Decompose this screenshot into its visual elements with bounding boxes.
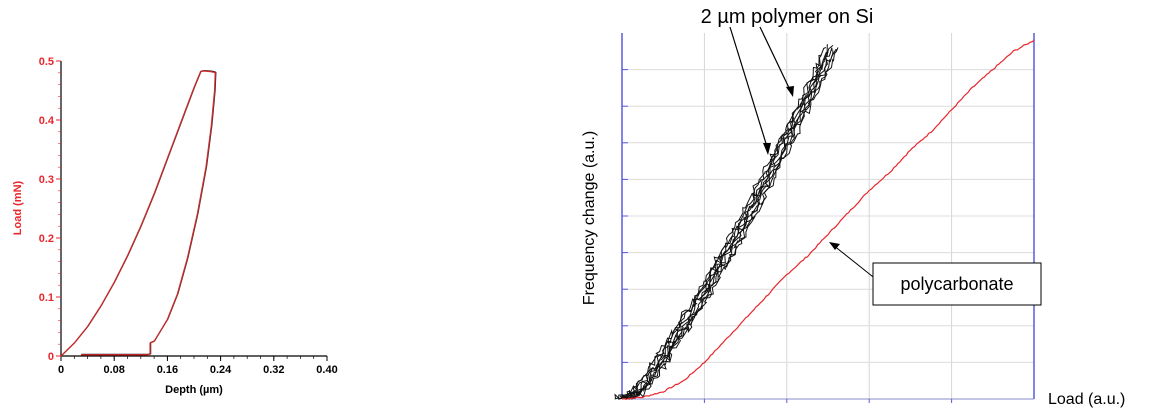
left-y-tick-label: 0.4 [39, 115, 55, 127]
polymer-on-si-curve [614, 54, 822, 400]
polymer-arrow-1 [729, 26, 769, 151]
left-y-tick-label: 0.3 [39, 174, 54, 186]
polymer-on-si-curve [627, 50, 834, 400]
left-x-tick-label: 0.24 [210, 364, 232, 376]
polycarbonate-arrowhead [829, 242, 840, 250]
left-curve-overlay [61, 69, 217, 356]
chart-left: 0 0.08 0.16 0.24 0.32 0.40 0 0.1 0.2 0.3 0.4 0.5 Lo… [12, 56, 338, 396]
polymer-arrowhead-1 [763, 143, 771, 155]
left-x-tick-label: 0.32 [263, 364, 284, 376]
left-x-tick-label: 0.08 [103, 364, 124, 376]
polycarbonate-label-box [872, 262, 1042, 306]
left-y-tick-label: 0 [48, 351, 54, 363]
chart-right: Frequency change (a.u.) Load (a.u.) 2 µm… [581, 6, 1125, 408]
right-ylabel: Frequency change (a.u.) [581, 131, 598, 305]
right-xlabel: Load (a.u.) [1048, 391, 1125, 408]
left-x-tick-label: 0.16 [157, 364, 178, 376]
left-y-tick-label: 0.1 [39, 292, 54, 304]
left-x-tick-label: 0.40 [316, 364, 337, 376]
polycarbonate-curve [621, 39, 1035, 400]
left-xlabel: Depth (µm) [165, 384, 223, 396]
annotation-polymer-on-si: 2 µm polymer on Si [701, 6, 874, 28]
polycarbonate-arrow [832, 244, 878, 281]
left-y-tick-label: 0.5 [39, 56, 54, 68]
left-ylabel: Load (mN) [12, 180, 24, 235]
polymer-arrow-2 [759, 26, 792, 93]
polymer-arrowhead-2 [786, 86, 794, 97]
left-y-tick-label: 0.2 [39, 233, 54, 245]
polymer-on-si-curve [628, 47, 839, 401]
polymer-on-si-curve [621, 47, 833, 400]
annotation-polycarbonate: polycarbonate [900, 274, 1013, 294]
left-curve-load-depth [60, 70, 216, 357]
left-x-tick-label: 0 [58, 364, 64, 376]
polymer-on-si-curve [614, 47, 827, 400]
